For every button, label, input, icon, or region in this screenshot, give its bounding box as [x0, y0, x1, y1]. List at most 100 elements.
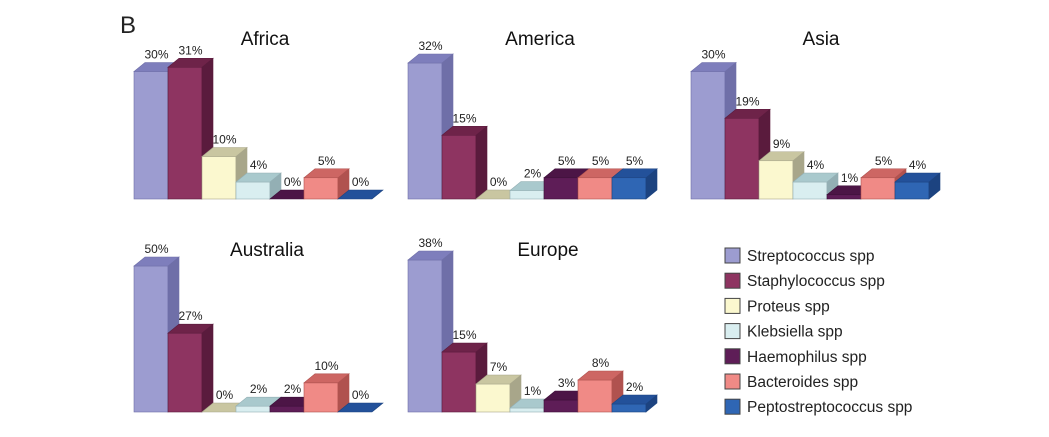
bar-front: [407, 62, 443, 200]
bar-top: [167, 323, 214, 334]
bar-top: [894, 172, 941, 183]
legend-label: Peptostreptococcus spp: [747, 399, 912, 416]
bar-front: [611, 177, 647, 200]
data-label-australia-staphylococcus-spp: 27%: [178, 309, 202, 323]
chart-title-australia: Australia: [230, 240, 304, 261]
bar-top: [303, 373, 350, 384]
legend-swatch: [724, 297, 741, 314]
bar-front: [133, 71, 169, 200]
legend-label: Klebsiella spp: [747, 324, 843, 341]
bar-front: [611, 403, 647, 413]
bar-africa-klebsiella-spp: [235, 172, 282, 200]
bar-top: [611, 394, 658, 405]
bar-front: [792, 181, 828, 200]
data-label-america-proteus-spp: 0%: [490, 175, 508, 189]
bar-side: [201, 323, 214, 413]
bars-africa: 30% 31% 10% 4% 0% 5% 0%: [133, 43, 384, 200]
bar-top: [441, 342, 488, 353]
data-label-asia-bacteroides-spp: 5%: [875, 154, 893, 168]
data-label-australia-klebsiella-spp: 2%: [250, 382, 268, 396]
bar-front: [269, 405, 305, 413]
bar-front: [407, 259, 443, 413]
bar-top: [690, 62, 737, 72]
bar-top: [201, 147, 248, 157]
data-label-asia-peptostreptococcus-spp: 4%: [909, 158, 927, 172]
data-label-europe-streptococcus-spp: 38%: [418, 236, 442, 250]
bar-top: [407, 53, 454, 64]
data-label-australia-peptostreptococcus-spp: 0%: [352, 388, 370, 402]
bar-europe-streptococcus-spp: [407, 250, 454, 413]
bars-australia: 50% 27% 0% 2% 2% 10% 0%: [133, 242, 384, 413]
bar-front: [758, 160, 794, 200]
bar-front: [475, 383, 511, 413]
data-label-australia-streptococcus-spp: 50%: [144, 242, 168, 256]
bar-top: [235, 172, 282, 183]
legend-label: Proteus spp: [747, 298, 830, 315]
bar-africa-bacteroides-spp: [303, 168, 350, 200]
data-label-asia-streptococcus-spp: 30%: [701, 48, 725, 62]
legend-swatch: [724, 373, 741, 390]
legend-swatch: [724, 272, 741, 289]
data-label-australia-haemophilus-spp: 2%: [284, 382, 302, 396]
bar-top: [611, 168, 658, 179]
legend-item-staphylococcus-spp: Staphylococcus spp: [724, 272, 885, 290]
bar-top: [133, 256, 180, 267]
data-label-america-staphylococcus-spp: 15%: [452, 111, 476, 125]
chart-asia: Asia 30% 19% 9% 4% 1% 5% 4%: [690, 29, 941, 200]
data-label-america-streptococcus-spp: 32%: [418, 39, 442, 53]
bar-top: [475, 374, 522, 385]
legend-item-haemophilus-spp: Haemophilus spp: [724, 348, 867, 366]
bar-front: [201, 156, 237, 200]
data-label-africa-haemophilus-spp: 0%: [284, 175, 302, 189]
chart-america: America 32% 15% 0% 2% 5% 5% 5%: [407, 29, 658, 200]
data-label-america-haemophilus-spp: 5%: [558, 154, 576, 168]
bar-asia-peptostreptococcus-spp: [894, 172, 941, 200]
bar-front: [543, 177, 579, 200]
legend-label: Bacteroides spp: [747, 374, 858, 391]
bar-front: [577, 379, 613, 413]
legend-label: Streptococcus spp: [747, 248, 875, 265]
bar-front: [133, 265, 169, 413]
data-label-europe-peptostreptococcus-spp: 2%: [626, 380, 644, 394]
bar-front: [894, 181, 930, 200]
data-label-america-peptostreptococcus-spp: 5%: [626, 154, 644, 168]
bar-america-peptostreptococcus-spp: [611, 168, 658, 200]
bar-america-streptococcus-spp: [407, 53, 454, 200]
legend-item-klebsiella-spp: Klebsiella spp: [724, 323, 843, 341]
bar-front: [441, 351, 477, 413]
bar-front: [303, 177, 339, 200]
panel-letter: B: [120, 12, 136, 39]
data-label-asia-proteus-spp: 9%: [773, 137, 791, 151]
bar-america-staphylococcus-spp: [441, 125, 488, 200]
chart-australia: Australia 50% 27% 0% 2% 2% 10% 0%: [133, 240, 384, 413]
chart-africa: Africa 30% 31% 10% 4% 0% 5% 0%: [133, 29, 384, 200]
bar-top: [441, 125, 488, 136]
bars-asia: 30% 19% 9% 4% 1% 5% 4%: [690, 48, 941, 200]
legend-item-peptostreptococcus-spp: Peptostreptococcus spp: [724, 398, 912, 416]
bar-top: [577, 370, 624, 381]
data-label-asia-haemophilus-spp: 1%: [841, 171, 859, 185]
bar-top: [724, 108, 771, 119]
bars-america: 32% 15% 0% 2% 5% 5% 5%: [407, 39, 658, 200]
legend-label: Haemophilus spp: [747, 349, 867, 366]
bar-top: [407, 250, 454, 261]
bar-front: [860, 177, 896, 200]
data-label-asia-klebsiella-spp: 4%: [807, 158, 825, 172]
bar-front: [441, 134, 477, 200]
chart-title-africa: Africa: [241, 29, 290, 50]
legend-item-bacteroides-spp: Bacteroides spp: [724, 373, 858, 391]
bar-australia-bacteroides-spp: [303, 373, 350, 413]
data-label-europe-staphylococcus-spp: 15%: [452, 328, 476, 342]
data-label-europe-klebsiella-spp: 1%: [524, 384, 542, 398]
legend-swatch: [724, 348, 741, 365]
data-label-europe-proteus-spp: 7%: [490, 360, 508, 374]
bar-top: [167, 57, 214, 68]
data-label-africa-proteus-spp: 10%: [212, 133, 236, 147]
legend-swatch: [724, 398, 741, 415]
bar-front: [509, 407, 545, 413]
bar-front: [235, 405, 271, 413]
bar-europe-staphylococcus-spp: [441, 342, 488, 413]
data-label-america-klebsiella-spp: 2%: [524, 167, 542, 181]
bar-australia-staphylococcus-spp: [167, 323, 214, 413]
bar-australia-peptostreptococcus-spp: [337, 402, 384, 413]
